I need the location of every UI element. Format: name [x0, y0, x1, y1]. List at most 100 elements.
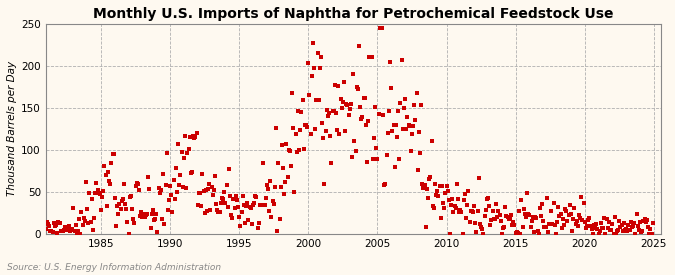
Point [541, 196, 552, 200]
Point [171, 190, 182, 194]
Point [357, 115, 368, 119]
Point [319, 182, 330, 186]
Point [492, 215, 503, 219]
Point [70, 223, 81, 227]
Point [524, 213, 535, 217]
Point [98, 189, 109, 193]
Point [502, 215, 513, 219]
Point [383, 109, 394, 114]
Point [564, 203, 575, 207]
Point [53, 219, 64, 224]
Point [354, 44, 364, 49]
Point [400, 97, 410, 101]
Point [392, 134, 402, 139]
Point [601, 217, 612, 222]
Point [621, 227, 632, 232]
Point [267, 199, 278, 203]
Point [225, 194, 236, 198]
Point [80, 180, 91, 185]
Point [443, 198, 454, 202]
Point [551, 232, 562, 236]
Point [571, 219, 582, 223]
Point [419, 183, 430, 187]
Point [618, 229, 628, 233]
Point [426, 139, 437, 144]
Point [160, 183, 171, 187]
Point [390, 123, 401, 128]
Point [453, 197, 464, 201]
Point [83, 221, 94, 225]
Point [265, 179, 275, 183]
Point [335, 97, 346, 101]
Point [130, 184, 141, 188]
Point [633, 228, 644, 233]
Point [174, 183, 185, 188]
Point [421, 224, 431, 229]
Point [485, 223, 495, 227]
Point [432, 188, 443, 193]
Point [107, 152, 118, 157]
Point [292, 109, 303, 114]
Point [531, 216, 542, 221]
Point [439, 206, 450, 210]
Point [406, 149, 416, 154]
Point [106, 160, 117, 165]
Point [385, 60, 396, 65]
Point [535, 206, 545, 210]
Point [543, 222, 554, 226]
Point [178, 156, 189, 160]
Point [211, 202, 221, 206]
Point [523, 211, 534, 216]
Point [370, 105, 381, 109]
Point [494, 213, 505, 218]
Point [343, 113, 354, 117]
Point [183, 147, 194, 151]
Point [341, 102, 352, 106]
Point [196, 204, 207, 208]
Point [144, 187, 155, 191]
Point [155, 188, 166, 192]
Point [124, 232, 134, 236]
Point [369, 136, 379, 140]
Point [316, 55, 327, 59]
Point [435, 216, 446, 220]
Point [188, 134, 198, 138]
Point [186, 170, 197, 174]
Point [458, 197, 469, 202]
Point [257, 203, 268, 207]
Point [634, 220, 645, 224]
Point [145, 226, 156, 230]
Point [63, 224, 74, 228]
Point [539, 224, 550, 229]
Point [244, 205, 255, 209]
Point [326, 161, 337, 166]
Point [90, 191, 101, 196]
Point [312, 51, 323, 56]
Point [646, 232, 657, 236]
Point [626, 220, 637, 224]
Point [47, 230, 58, 235]
Point [65, 229, 76, 234]
Point [281, 142, 292, 146]
Point [579, 220, 590, 224]
Point [589, 223, 599, 228]
Point [43, 222, 53, 227]
Point [514, 209, 524, 213]
Point [547, 222, 558, 226]
Point [398, 127, 408, 131]
Point [493, 208, 504, 213]
Point [506, 213, 516, 217]
Point [220, 200, 231, 205]
Point [44, 224, 55, 228]
Point [240, 221, 250, 226]
Point [104, 179, 115, 183]
Point [560, 207, 570, 211]
Point [512, 230, 523, 235]
Point [556, 226, 567, 230]
Point [155, 191, 165, 195]
Point [57, 229, 68, 233]
Point [418, 186, 429, 190]
Point [275, 185, 286, 189]
Point [622, 229, 632, 233]
Point [238, 194, 248, 198]
